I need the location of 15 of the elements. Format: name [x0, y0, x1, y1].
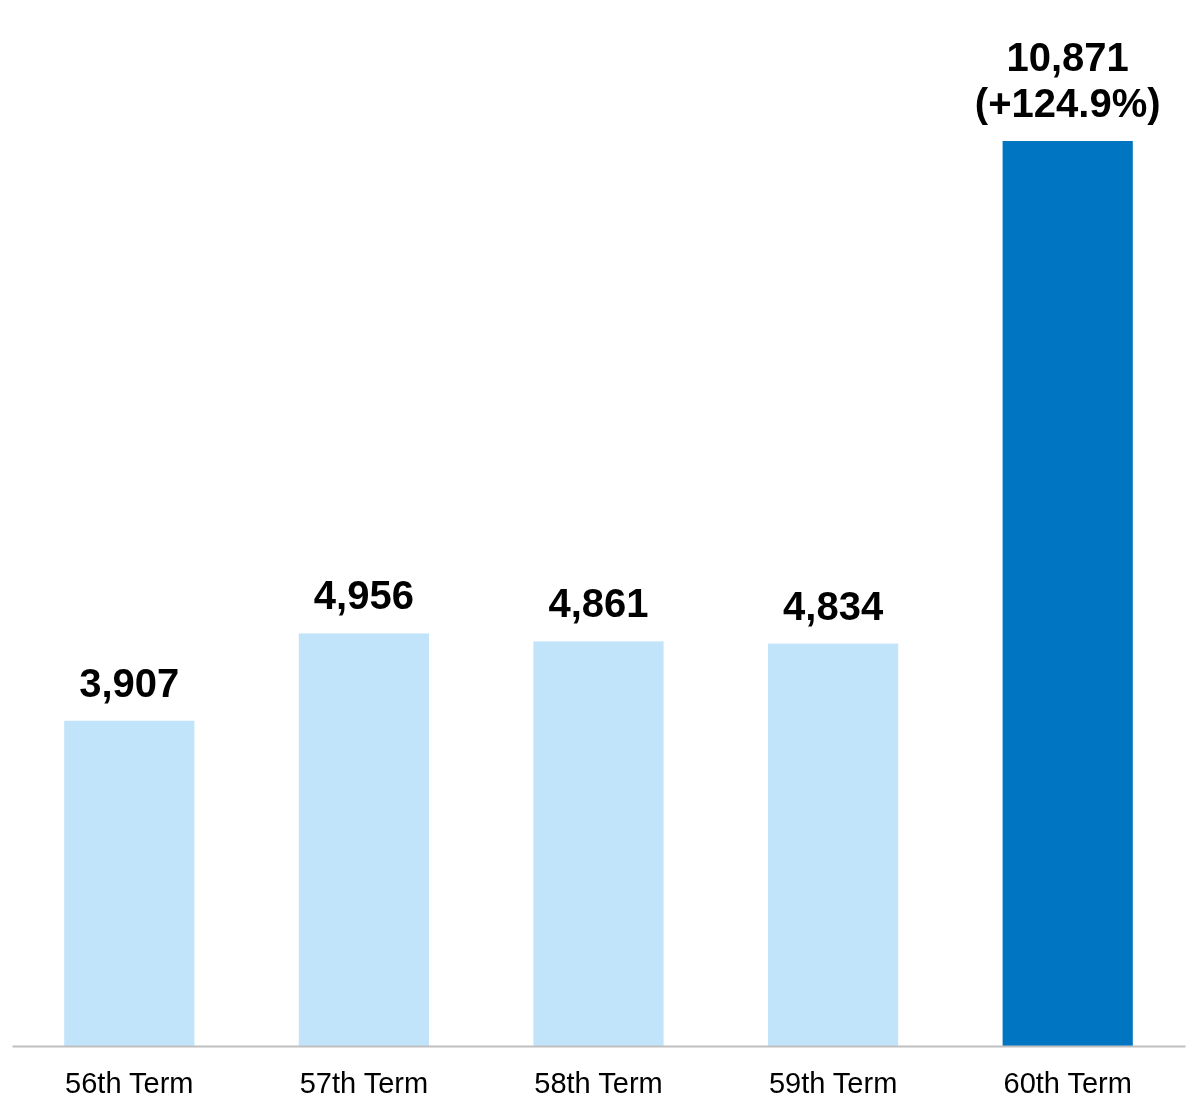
bar	[1002, 141, 1133, 1046]
data-label: 4,834	[783, 583, 884, 628]
x-tick-label: 57th Term	[299, 1066, 429, 1098]
bar	[298, 633, 429, 1046]
bar	[533, 641, 664, 1046]
data-label: 4,861	[548, 581, 649, 626]
data-label: 10,871 (+124.9%)	[974, 35, 1161, 125]
x-tick-label: 59th Term	[768, 1066, 898, 1098]
bar	[64, 720, 195, 1046]
data-label: 3,907	[79, 660, 180, 705]
x-tick-label: 58th Term	[534, 1066, 663, 1098]
bar	[768, 643, 899, 1046]
x-tick-label: 56th Term	[65, 1066, 194, 1098]
data-label: 4,956	[313, 573, 414, 618]
x-tick-label: 60th Term	[1003, 1066, 1132, 1098]
